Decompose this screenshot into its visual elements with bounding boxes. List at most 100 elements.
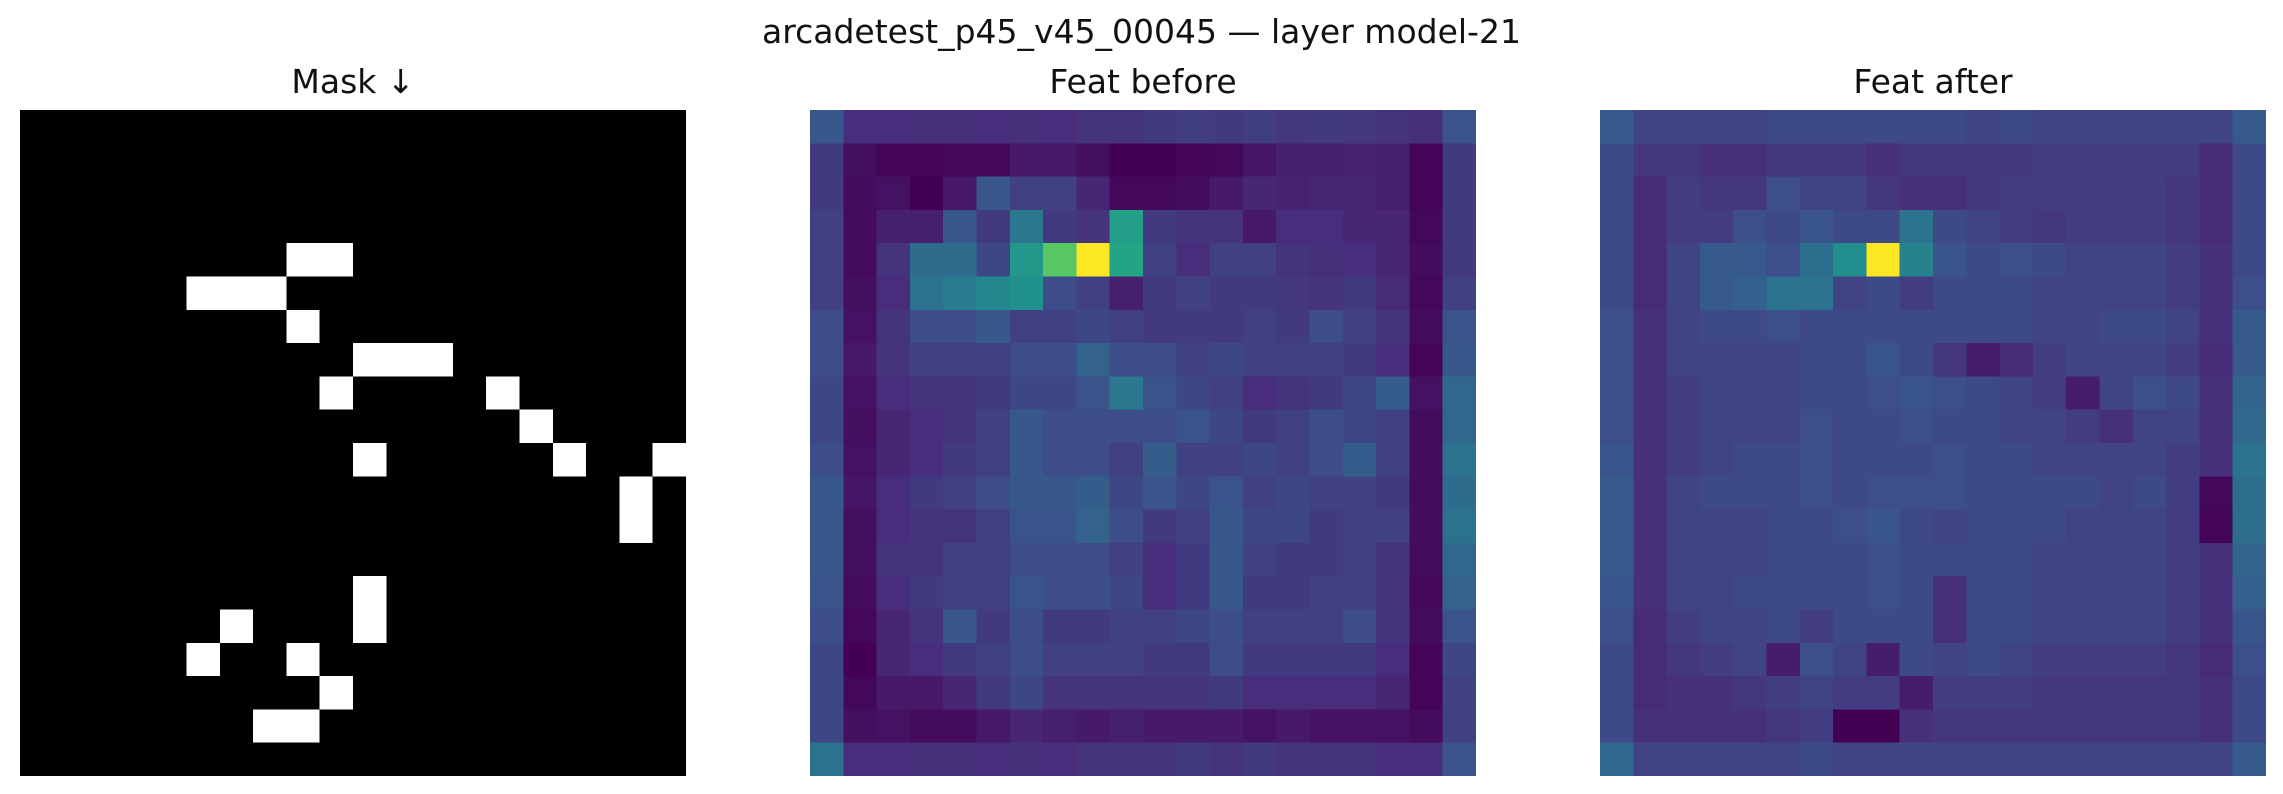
heatmap-cell xyxy=(943,509,978,544)
heatmap-cell xyxy=(1376,676,1410,710)
heatmap-cell xyxy=(1176,509,1211,544)
heatmap-cell xyxy=(2166,409,2200,444)
heatmap-cell xyxy=(1342,576,1377,611)
heatmap-cell xyxy=(1933,309,1967,344)
heatmap-cell xyxy=(1933,542,1967,577)
heatmap-cell xyxy=(1076,742,1111,776)
heatmap-cell xyxy=(1376,709,1410,744)
heatmap-cell xyxy=(1799,343,1834,377)
heatmap-cell xyxy=(2132,676,2167,710)
heatmap-cell xyxy=(119,709,154,744)
heatmap-cell xyxy=(452,676,487,710)
heatmap-cell xyxy=(53,476,88,511)
heatmap-cell xyxy=(419,143,454,178)
heatmap-cell xyxy=(1409,676,1444,710)
heatmap-cell xyxy=(619,276,654,311)
heatmap-cell xyxy=(552,476,587,511)
heatmap-cell xyxy=(909,309,944,344)
heatmap-cell xyxy=(1833,676,1867,710)
heatmap-cell xyxy=(1309,709,1344,744)
heatmap-cell xyxy=(1242,209,1277,244)
heatmap-cell xyxy=(876,509,911,544)
heatmap-cell xyxy=(286,609,321,644)
heatmap-cell xyxy=(319,276,354,311)
heatmap-cell xyxy=(586,409,620,444)
heatmap-cell xyxy=(1276,110,1311,144)
heatmap-cell xyxy=(153,309,188,344)
heatmap-cell xyxy=(2199,309,2234,344)
heatmap-cell xyxy=(2032,509,2067,544)
heatmap-cell xyxy=(1376,110,1410,144)
heatmap-cell xyxy=(1666,209,1701,244)
heatmap-cell xyxy=(519,343,554,377)
heatmap-cell xyxy=(2099,176,2134,211)
heatmap-cell xyxy=(2132,409,2167,444)
heatmap-cell xyxy=(1899,376,1934,411)
heatmap-cell xyxy=(1076,276,1111,311)
heatmap-cell xyxy=(1666,609,1701,644)
heatmap-cell xyxy=(2232,576,2266,611)
heatmap-cell xyxy=(1699,709,1734,744)
heatmap-cell xyxy=(419,509,454,544)
heatmap-cell xyxy=(1766,443,1801,477)
heatmap-cell xyxy=(909,443,944,477)
heatmap-cell xyxy=(943,376,978,411)
heatmap-cell xyxy=(319,343,354,377)
heatmap-cell xyxy=(1866,642,1901,677)
heatmap-cell xyxy=(2132,343,2167,377)
heatmap-cell xyxy=(86,609,121,644)
heatmap-cell xyxy=(2232,542,2266,577)
heatmap-cell xyxy=(1766,276,1801,311)
heatmap-cell xyxy=(2166,576,2200,611)
heatmap-cell xyxy=(219,576,254,611)
heatmap-cell xyxy=(2166,176,2200,211)
heatmap-cell xyxy=(86,676,121,710)
heatmap-cell xyxy=(153,110,188,144)
heatmap-cell xyxy=(219,542,254,577)
heatmap-cell xyxy=(2099,542,2134,577)
heatmap-cell xyxy=(1799,176,1834,211)
heatmap-cell xyxy=(909,742,944,776)
heatmap-cell xyxy=(943,176,978,211)
heatmap-cell xyxy=(1009,642,1044,677)
heatmap-cell xyxy=(876,110,911,144)
heatmap-cell xyxy=(20,243,54,278)
heatmap-cell xyxy=(319,176,354,211)
heatmap-cell xyxy=(1109,609,1144,644)
heatmap-cell xyxy=(1242,409,1277,444)
heatmap-cell xyxy=(2199,576,2234,611)
heatmap-cell xyxy=(1376,409,1410,444)
heatmap-cell xyxy=(1376,309,1410,344)
heatmap-cell xyxy=(53,642,88,677)
heatmap-cell xyxy=(53,376,88,411)
heatmap-cell xyxy=(86,343,121,377)
heatmap-cell xyxy=(586,576,620,611)
heatmap-cell xyxy=(186,676,221,710)
heatmap-cell xyxy=(876,476,911,511)
heatmap-cell xyxy=(1999,642,2034,677)
heatmap-cell xyxy=(1043,276,1077,311)
heatmap-cell xyxy=(2166,609,2200,644)
heatmap-cell xyxy=(353,376,387,411)
heatmap-cell xyxy=(619,209,654,244)
heatmap-cell xyxy=(1899,110,1934,144)
heatmap-cell xyxy=(186,276,221,311)
heatmap-cell xyxy=(1600,343,1634,377)
heatmap-cell xyxy=(810,642,844,677)
heatmap-cell xyxy=(1309,309,1344,344)
heatmap-cell xyxy=(1600,742,1634,776)
heatmap-cell xyxy=(1666,276,1701,311)
heatmap-cell xyxy=(1309,609,1344,644)
heatmap-cell xyxy=(1600,676,1634,710)
heatmap-cell xyxy=(419,176,454,211)
heatmap-cell xyxy=(1933,476,1967,511)
heatmap-cell xyxy=(1043,542,1077,577)
heatmap-cell xyxy=(1309,409,1344,444)
heatmap-cell xyxy=(1242,676,1277,710)
heatmap-cell xyxy=(1176,110,1211,144)
heatmap-cell xyxy=(1209,309,1244,344)
heatmap-cell xyxy=(1109,276,1144,311)
heatmap-cell xyxy=(1076,509,1111,544)
heatmap-cell xyxy=(1242,542,1277,577)
heatmap-cell xyxy=(552,509,587,544)
